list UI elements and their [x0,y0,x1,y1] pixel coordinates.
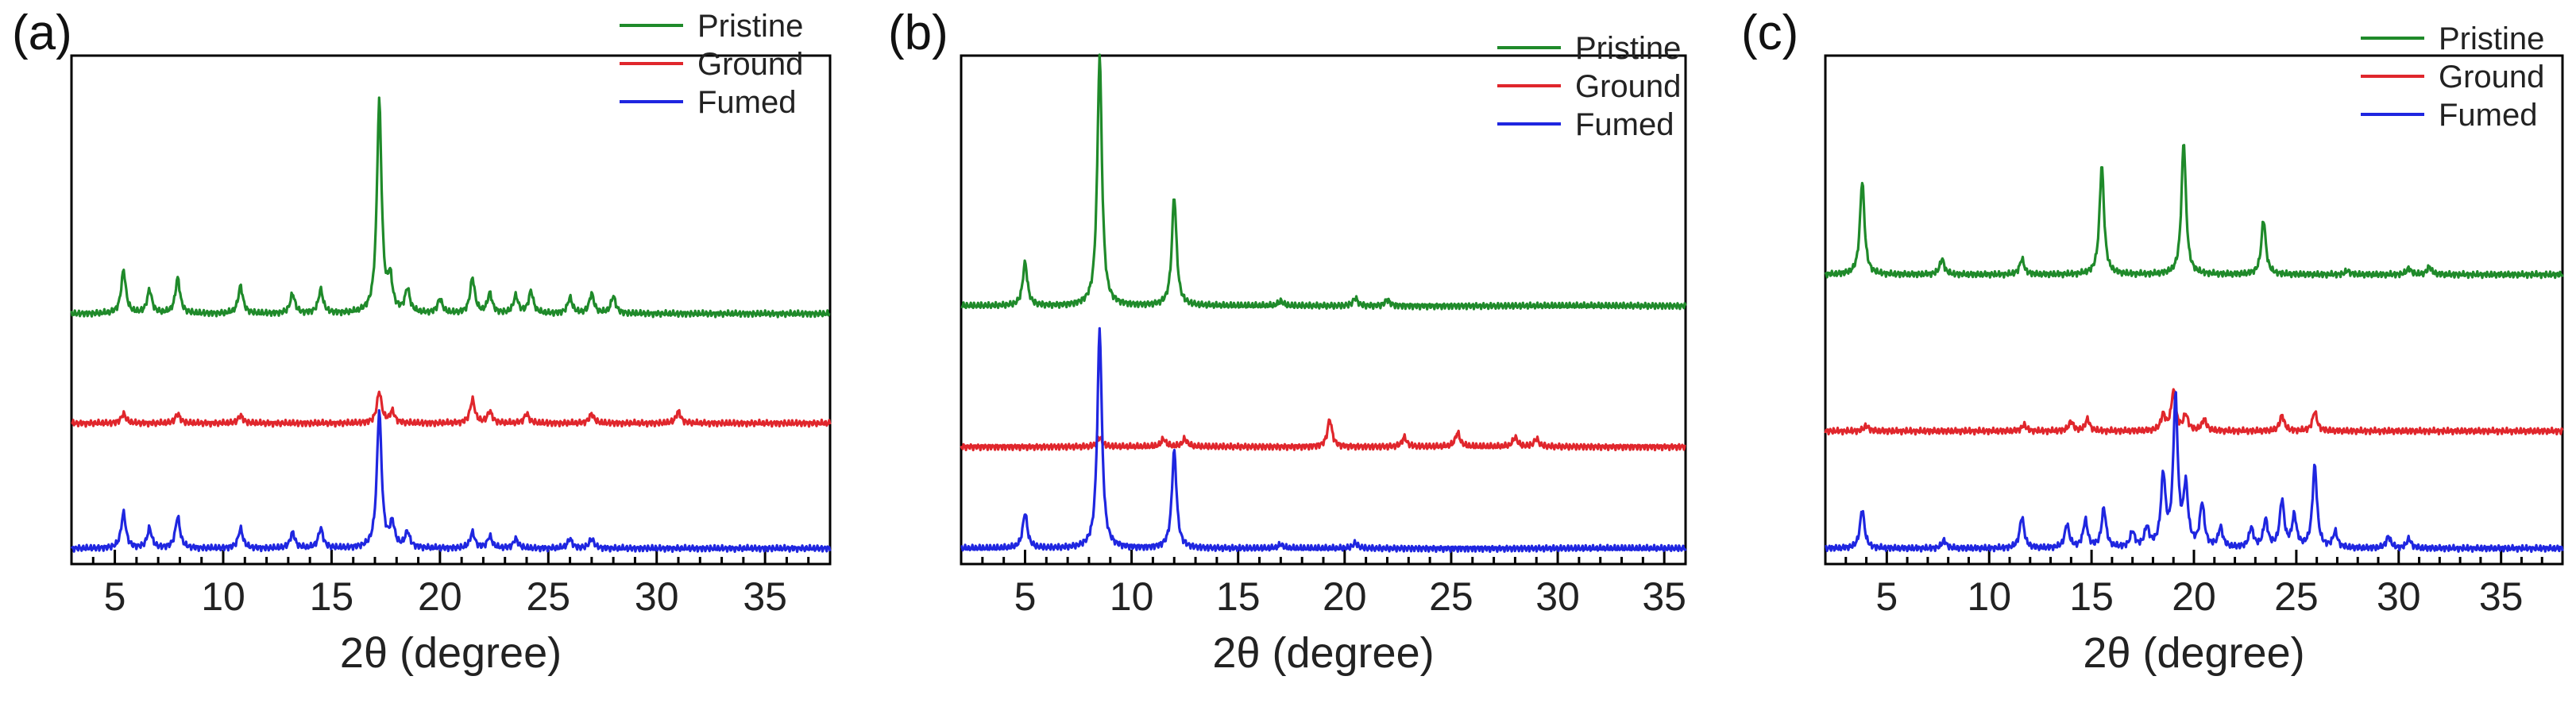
x-tick-label: 10 [201,574,245,619]
legend-label-fumed: Fumed [697,85,797,120]
x-tick-label: 20 [418,574,462,619]
panel-b: (b) 5 10 15 20 25 30 35 2θ (degree) PristineGroun… [888,6,1687,677]
x-tick-label: 25 [1429,574,1473,619]
plot-frame [70,54,832,566]
x-axis-title: 2θ (degree) [1212,629,1434,677]
series-line-fumed [1825,391,2564,554]
series-line-ground [71,390,832,428]
legend-label-ground: Ground [697,47,803,82]
x-tick-label: 15 [1216,574,1261,619]
legend-label-ground: Ground [2439,60,2544,95]
series-line-pristine [1824,144,2564,280]
x-tick-label: 35 [2479,574,2524,619]
series-line-ground [960,418,1686,452]
legend-label-fumed: Fumed [2439,98,2538,133]
x-tick-label: 30 [635,574,679,619]
series-line-pristine [960,53,1687,311]
panel-label: (c) [1741,6,1798,60]
x-tick-label: 20 [2172,574,2216,619]
series-line-fumed [70,408,832,554]
x-tick-label: 5 [1014,574,1037,619]
x-tick-label: 35 [1642,574,1686,619]
legend-label-pristine: Pristine [2439,21,2544,56]
panel-c: (c) 5 10 15 20 25 30 35 2θ (degree) Pristine Groun… [1741,6,2564,677]
legend-label-pristine: Pristine [1575,31,1681,66]
x-tick-label: 15 [2069,574,2114,619]
x-tick-label: 5 [104,574,126,619]
panel-label: (a) [12,6,72,60]
panel-label: (b) [888,6,948,60]
x-tick-label: 30 [2377,574,2421,619]
x-tick-label: 10 [1110,574,1154,619]
panel-a: (a) 5 10 15 20 25 30 35 2θ (degree) PristineGroun… [12,6,832,677]
series-line-fumed [960,327,1687,554]
series-line-ground [1824,388,2564,436]
x-tick-label: 10 [1967,574,2011,619]
x-tick-label: 20 [1323,574,1367,619]
x-tick-label: 35 [743,574,787,619]
x-axis-title: 2θ (degree) [340,629,562,677]
x-axis-title: 2θ (degree) [2083,629,2304,677]
x-tick-label: 25 [526,574,570,619]
legend-label-ground: Ground [1575,69,1681,104]
x-tick-label: 15 [310,574,354,619]
x-tick-label: 25 [2274,574,2319,619]
x-tick-label: 30 [1535,574,1580,619]
legend-label-fumed: Fumed [1575,107,1674,142]
series-line-pristine [70,96,831,319]
legend-label-pristine: Pristine [697,9,803,44]
x-tick-label: 5 [1875,574,1898,619]
